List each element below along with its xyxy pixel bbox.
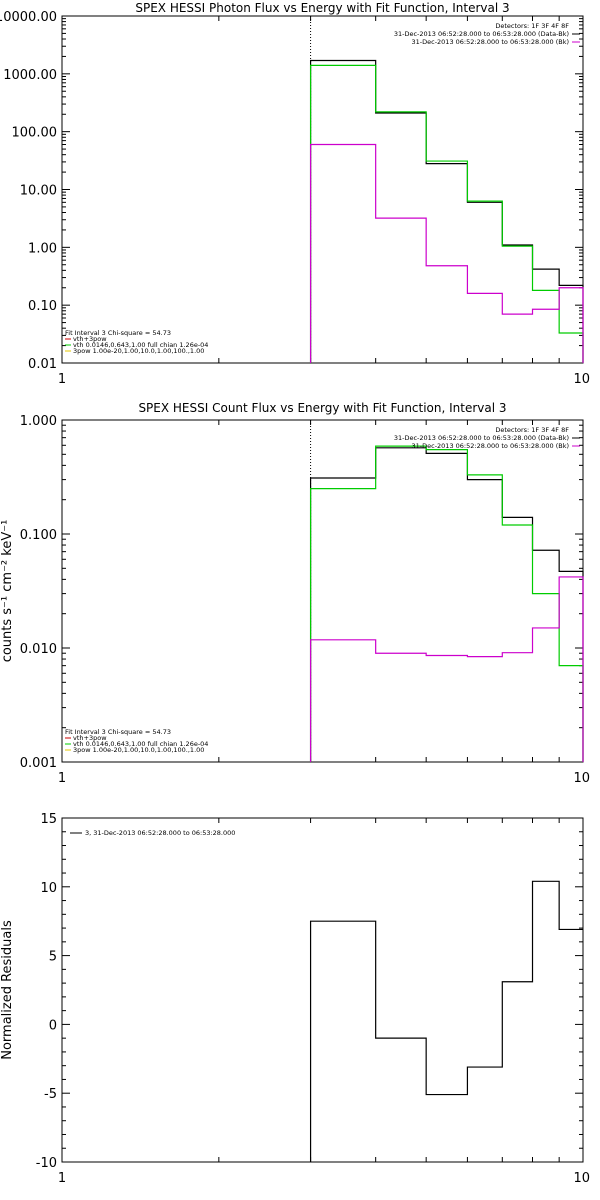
panel-3: Normalized Residuals -10 -5 0 5 10 15 1 10 3, 31-… — [0, 812, 590, 1186]
x-tick-label: 10 — [573, 372, 590, 387]
y-tick-label: -10 — [36, 1156, 57, 1171]
legend-bottom-left-entry: Fit Interval 3 Chi-square = 54.73 — [65, 329, 171, 337]
legend-bottom-left-entry: vth 0.0146,0.643,1.00 full chian 1.26e-0… — [73, 341, 208, 349]
legend-bottom-left-entry: vth+3pow — [73, 335, 107, 343]
plot-frame — [61, 817, 584, 1163]
y-tick-label: 10000.00 — [0, 10, 57, 25]
y-tick-label: 0.100 — [20, 528, 57, 543]
x-tick-label: 1 — [58, 372, 66, 387]
series-line-1 — [309, 59, 584, 363]
chart-title: SPEX HESSI Count Flux vs Energy with Fit… — [138, 401, 506, 415]
chart-title: SPEX HESSI Photon Flux vs Energy with Fi… — [135, 1, 509, 15]
y-tick-label: -5 — [44, 1087, 57, 1102]
plot-frame — [61, 15, 584, 364]
y-tick-label: 0.10 — [28, 299, 57, 314]
y-tick-label: 0.01 — [28, 357, 57, 372]
legend-top-right-entry: 31-Dec-2013 06:52:28.000 to 06:53:28.000… — [394, 434, 569, 442]
x-tick-label: 10 — [573, 1171, 590, 1186]
legend-bottom-left-entry: 3pow 1.00e-20,1.00,10.0,1.00,100.,1.00 — [73, 746, 204, 754]
y-tick-label: 100.00 — [12, 126, 58, 141]
legend-bottom-left-entry: Fit Interval 3 Chi-square = 54.73 — [65, 728, 171, 736]
y-tick-label: 1.00 — [28, 241, 57, 256]
x-tick-label: 1 — [58, 1171, 66, 1186]
legend-top-right-entry: Detectors: 1F 3F 4F 8F — [495, 22, 569, 30]
series-line-1 — [309, 447, 584, 762]
panel-2: SPEX HESSI Count Flux vs Energy with Fit… — [0, 401, 590, 786]
x-tick-label: 10 — [573, 771, 590, 786]
y-tick-label: 0.001 — [20, 756, 57, 771]
legend-top-left-entry: 3, 31-Dec-2013 06:52:28.000 to 06:53:28.… — [85, 829, 235, 837]
series-line-2 — [309, 445, 584, 762]
plot-frame — [61, 419, 584, 763]
legend-top-right-entry: Detectors: 1F 3F 4F 8F — [495, 426, 569, 434]
y-tick-label: 1.000 — [20, 414, 57, 429]
y-tick-label: 15 — [40, 812, 57, 827]
y-tick-label: 0.010 — [20, 642, 57, 657]
legend-top-right-entry: 31-Dec-2013 06:52:28.000 to 06:53:28.000… — [412, 38, 570, 46]
legend-bottom-left-entry: vth 0.0146,0.643,1.00 full chian 1.26e-0… — [73, 740, 208, 748]
series-line-2 — [309, 64, 584, 363]
y-axis-label: Normalized Residuals — [0, 920, 15, 1060]
legend-top-right-entry: 31-Dec-2013 06:52:28.000 to 06:53:28.000… — [412, 442, 570, 450]
legend-top-right-entry: 31-Dec-2013 06:52:28.000 to 06:53:28.000… — [394, 30, 569, 38]
series-line-3 — [309, 143, 584, 363]
y-tick-label: 0 — [49, 1018, 57, 1033]
series-line-1 — [309, 880, 583, 1162]
y-tick-label: 10.00 — [20, 184, 57, 199]
series-line-3 — [309, 576, 584, 762]
y-tick-label: 10 — [40, 881, 57, 896]
legend-bottom-left-entry: 3pow 1.00e-20,1.00,10.0,1.00,100.,1.00 — [73, 347, 204, 355]
y-tick-label: 5 — [49, 950, 57, 965]
x-tick-label: 1 — [58, 771, 66, 786]
y-axis-label: counts s⁻¹ cm⁻² keV⁻¹ — [0, 520, 15, 663]
legend-bottom-left-entry: vth+3pow — [73, 734, 107, 742]
panel-1: SPEX HESSI Photon Flux vs Energy with Fi… — [0, 1, 590, 387]
y-tick-label: 1000.00 — [3, 68, 57, 83]
